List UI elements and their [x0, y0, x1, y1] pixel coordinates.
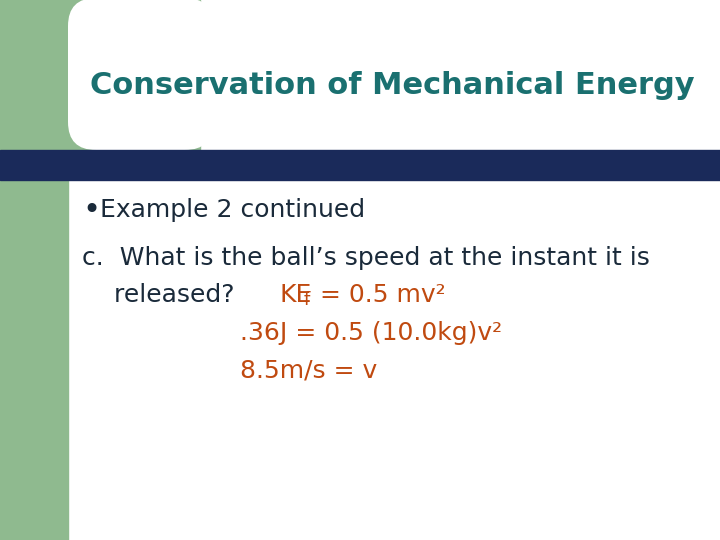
Text: c.  What is the ball’s speed at the instant it is: c. What is the ball’s speed at the insta…: [82, 246, 650, 270]
Text: Example 2 continued: Example 2 continued: [100, 198, 365, 222]
Text: 8.5m/s = v: 8.5m/s = v: [240, 358, 377, 382]
Text: = 0.5 mv²: = 0.5 mv²: [312, 283, 446, 307]
Bar: [0, 0, 200, 150]
Bar: [0, 0, 68, 540]
Text: KE: KE: [280, 283, 312, 307]
Text: f: f: [304, 291, 310, 309]
FancyBboxPatch shape: [68, 0, 213, 150]
Text: released?: released?: [82, 283, 243, 307]
Text: •: •: [82, 195, 100, 225]
Text: Conservation of Mechanical Energy: Conservation of Mechanical Energy: [90, 71, 695, 99]
Bar: [0, 150, 720, 180]
Text: .36J = 0.5 (10.0kg)v²: .36J = 0.5 (10.0kg)v²: [240, 321, 502, 345]
